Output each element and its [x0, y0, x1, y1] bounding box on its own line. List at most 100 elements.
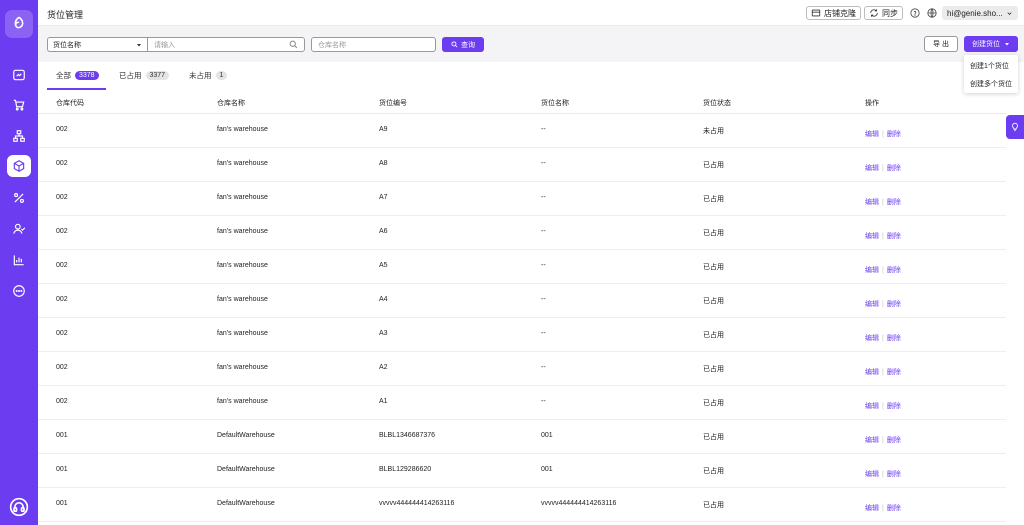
count-badge: 3377 [145, 71, 170, 80]
create-multiple-locations[interactable]: 创建多个货位 [970, 81, 1012, 88]
table-row: 002 fan’s warehouse A6 -- 已占用 编辑 | 删除 [38, 216, 1006, 250]
store-clone-label: 店铺克隆 [824, 8, 856, 18]
edit-link[interactable]: 编辑 [865, 335, 879, 342]
edit-link[interactable]: 编辑 [865, 505, 879, 512]
create-location-label: 创建货位 [972, 41, 1000, 48]
cell-status: 已占用 [703, 264, 724, 271]
delete-link[interactable]: 删除 [886, 165, 901, 172]
cell-code: 002 [56, 398, 68, 405]
edit-link[interactable]: 编辑 [865, 403, 879, 410]
edit-link[interactable]: 编辑 [865, 233, 879, 240]
store-clone-button[interactable]: 店铺克隆 [806, 6, 861, 20]
account-menu[interactable]: hi@genie.sho... [942, 6, 1018, 20]
package-icon[interactable] [7, 155, 31, 177]
cell-warehouse: fan’s warehouse [217, 262, 268, 269]
cell-name: vvvvv444444414263116 [541, 500, 617, 507]
lightbulb-icon[interactable] [1006, 115, 1024, 139]
delete-link[interactable]: 删除 [886, 471, 901, 478]
edit-link[interactable]: 编辑 [865, 437, 879, 444]
more-icon[interactable] [7, 280, 31, 302]
delete-link[interactable]: 删除 [886, 267, 901, 274]
edit-link[interactable]: 编辑 [865, 199, 879, 206]
tab-all[interactable]: 全部 3378 [56, 70, 99, 81]
create-dropdown-menu: 创建1个货位 创建多个货位 [964, 55, 1018, 93]
help-icon[interactable] [910, 8, 920, 18]
cell-name: -- [541, 126, 546, 133]
cell-name: -- [541, 160, 546, 167]
search-field-select[interactable]: 货位名称 [47, 37, 147, 52]
edit-link[interactable]: 编辑 [865, 165, 879, 172]
cart-icon[interactable] [7, 94, 31, 116]
sync-button[interactable]: 同步 [864, 6, 903, 20]
cell-number: BLBL129286620 [379, 466, 432, 473]
cell-number: BLBL1346687376 [379, 432, 436, 439]
tab-unoccupied[interactable]: 未占用 1 [189, 70, 228, 81]
edit-link[interactable]: 编辑 [865, 131, 879, 138]
edit-link[interactable]: 编辑 [865, 369, 879, 376]
users-icon[interactable] [7, 218, 31, 240]
tab-label: 未占用 [189, 71, 212, 80]
count-badge: 3378 [75, 71, 99, 80]
table-row: 002 fan’s warehouse A8 -- 已占用 编辑 | 删除 [38, 148, 1006, 182]
cell-number: vvvvv444444414263116 [379, 500, 455, 507]
cell-status: 已占用 [703, 332, 724, 339]
sync-label: 同步 [882, 8, 898, 18]
cell-status: 已占用 [703, 468, 724, 475]
delete-link[interactable]: 删除 [886, 437, 901, 444]
cell-status: 已占用 [703, 434, 724, 441]
create-one-location[interactable]: 创建1个货位 [970, 63, 1009, 70]
cell-warehouse: DefaultWarehouse [217, 466, 275, 473]
headset-icon[interactable] [9, 497, 29, 517]
table-row: 001 DefaultWarehouse BLBL1346687376 001 已占用 编… [38, 420, 1006, 454]
cell-name: 001 [541, 432, 553, 439]
create-location-button[interactable]: 创建货位 [964, 36, 1018, 52]
cell-name: -- [541, 262, 546, 269]
delete-link[interactable]: 删除 [886, 199, 901, 206]
delete-link[interactable]: 删除 [886, 131, 901, 138]
cell-code: 002 [56, 262, 68, 269]
delete-link[interactable]: 删除 [886, 369, 901, 376]
search-input[interactable]: 请输入 [147, 37, 305, 52]
query-button[interactable]: 查询 [442, 37, 484, 52]
cell-code: 002 [56, 160, 68, 167]
logo-icon[interactable] [5, 10, 33, 38]
delete-link[interactable]: 删除 [886, 505, 901, 512]
action-separator: | [882, 368, 884, 376]
dashboard-icon[interactable] [7, 64, 31, 86]
column-header: 货位状态 [703, 100, 731, 107]
table-row: 002 fan’s warehouse A2 -- 已占用 编辑 | 删除 [38, 352, 1006, 386]
chart-icon[interactable] [7, 249, 31, 271]
action-separator: | [882, 436, 884, 444]
search-field-value: 货位名称 [53, 41, 81, 49]
delete-link[interactable]: 删除 [886, 233, 901, 240]
warehouse-input[interactable]: 仓库名称 [311, 37, 436, 52]
cell-number: A8 [379, 160, 388, 167]
store-icon [811, 9, 821, 17]
delete-link[interactable]: 删除 [886, 301, 901, 308]
column-header: 货位编号 [379, 100, 407, 107]
table-header: 仓库代码 仓库名称 货位编号 货位名称 货位状态 操作 [38, 92, 1006, 114]
cell-code: 001 [56, 500, 68, 507]
cell-status: 已占用 [703, 298, 724, 305]
cell-number: A4 [379, 296, 388, 303]
globe-icon[interactable] [927, 8, 937, 18]
percent-icon[interactable] [7, 187, 31, 209]
delete-link[interactable]: 删除 [886, 335, 901, 342]
cell-code: 002 [56, 330, 68, 337]
page-title: 货位管理 [47, 10, 84, 20]
edit-link[interactable]: 编辑 [865, 471, 879, 478]
top-header: 货位管理 店铺克隆 同步 hi@genie.sho... [38, 0, 1024, 26]
row-actions: 编辑 | 删除 [865, 163, 901, 173]
cell-name: -- [541, 296, 546, 303]
cell-warehouse: fan’s warehouse [217, 296, 268, 303]
org-chart-icon[interactable] [7, 125, 31, 147]
row-actions: 编辑 | 删除 [865, 129, 901, 139]
tab-occupied[interactable]: 已占用 3377 [119, 70, 170, 81]
delete-link[interactable]: 删除 [886, 403, 901, 410]
cell-number: A3 [379, 330, 388, 337]
export-button[interactable]: 导 出 [924, 36, 958, 52]
cell-number: A1 [379, 398, 388, 405]
edit-link[interactable]: 编辑 [865, 267, 879, 274]
edit-link[interactable]: 编辑 [865, 301, 879, 308]
search-icon[interactable] [289, 40, 298, 49]
